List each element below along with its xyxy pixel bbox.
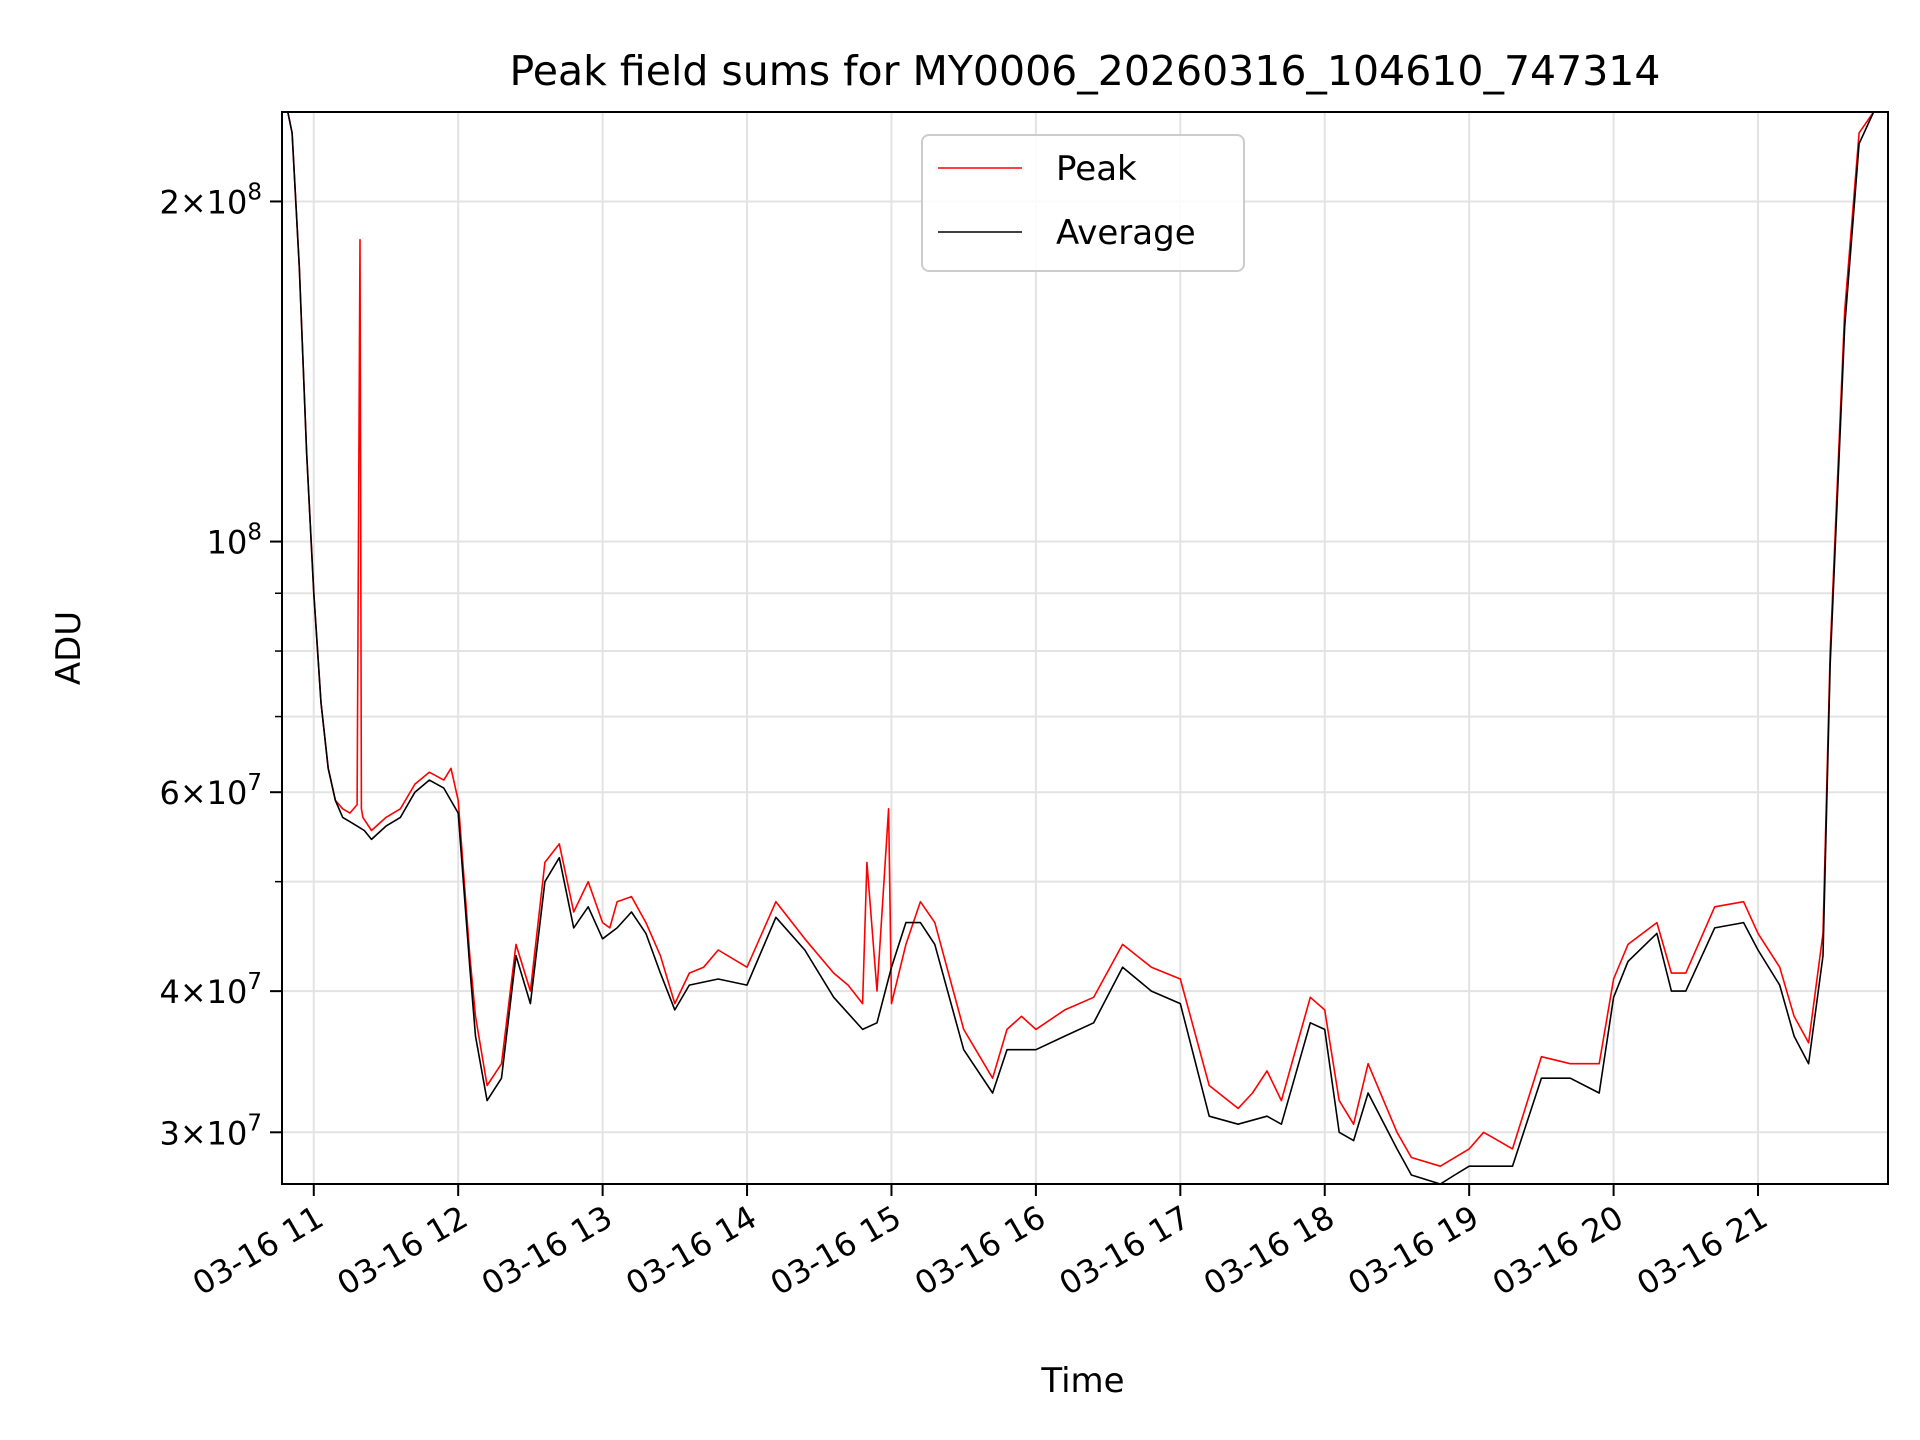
series-line-average — [287, 112, 1888, 1184]
legend-label-peak: Peak — [1056, 149, 1137, 189]
y-tick-label: 108 — [207, 520, 262, 562]
y-axis-label: ADU — [49, 611, 89, 685]
y-tick-label: 6×107 — [159, 770, 262, 812]
x-tick-label: 03-16 20 — [1486, 1198, 1630, 1303]
plot-area — [287, 112, 1888, 1184]
chart-title: Peak field sums for MY0006_20260316_1046… — [510, 47, 1661, 95]
x-tick-label: 03-16 19 — [1342, 1198, 1486, 1303]
x-tick-label: 03-16 12 — [331, 1198, 475, 1303]
x-tick-label: 03-16 16 — [908, 1198, 1052, 1303]
x-tick-label: 03-16 14 — [619, 1198, 763, 1303]
ticks: 03-16 11 03-16 12 03-16 13 03-16 14 03-16 15… — [159, 179, 1774, 1302]
x-tick-label: 03-16 13 — [475, 1198, 619, 1303]
series-line-peak — [287, 112, 1888, 1167]
legend: Peak Average — [921, 134, 1245, 272]
grid — [282, 112, 1888, 1184]
x-tick-label: 03-16 18 — [1197, 1198, 1341, 1303]
x-tick-label: 03-16 11 — [186, 1198, 330, 1303]
y-tick-label: 3×107 — [159, 1110, 262, 1152]
legend-label-average: Average — [1056, 213, 1196, 253]
legend-box — [921, 134, 1245, 272]
x-tick-label: 03-16 21 — [1630, 1198, 1774, 1303]
x-tick-label: 03-16 17 — [1053, 1198, 1197, 1303]
axes-frame — [281, 111, 1889, 1185]
x-axis-label: Time — [1040, 1361, 1124, 1401]
x-tick-label: 03-16 15 — [764, 1198, 908, 1303]
y-tick-label: 2×108 — [159, 179, 262, 221]
y-tick-label: 4×107 — [159, 969, 262, 1011]
